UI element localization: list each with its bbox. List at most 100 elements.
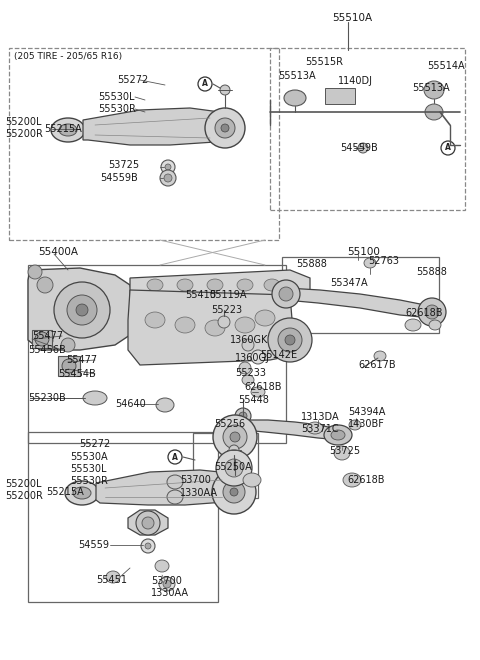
Bar [9,48,279,240]
Text: 55215A: 55215A [46,487,84,497]
Text: 1330AA: 1330AA [151,588,189,598]
Text: 55530L: 55530L [70,464,107,474]
Text: 55347A: 55347A [330,278,368,288]
Text: 1360GJ: 1360GJ [235,353,270,363]
Text: 55448: 55448 [238,395,269,405]
Text: 62618B: 62618B [244,382,281,392]
Ellipse shape [251,387,265,397]
Ellipse shape [163,580,171,588]
Polygon shape [28,268,135,350]
Text: 54559B: 54559B [100,173,138,183]
Text: 55200R: 55200R [5,129,43,139]
Text: 55119A: 55119A [209,290,247,300]
Text: 54559: 54559 [78,540,109,550]
Ellipse shape [272,280,300,308]
Ellipse shape [268,318,312,362]
Ellipse shape [307,422,323,434]
Polygon shape [96,470,235,505]
Ellipse shape [216,450,252,486]
Text: 55530A: 55530A [70,452,108,462]
Ellipse shape [334,446,350,460]
Polygon shape [285,288,432,318]
Text: A: A [445,143,451,152]
Text: 54394A: 54394A [348,407,385,417]
Ellipse shape [175,317,195,333]
Ellipse shape [242,375,254,385]
Ellipse shape [218,316,230,328]
Text: A: A [172,453,178,461]
Text: 1313DA: 1313DA [301,412,340,422]
Ellipse shape [83,391,107,405]
Text: 55888: 55888 [416,267,447,277]
Ellipse shape [331,430,345,440]
Text: 55200L: 55200L [5,479,41,489]
Text: 55200L: 55200L [5,117,41,127]
Ellipse shape [106,571,120,583]
Text: 54640: 54640 [115,399,146,409]
Text: 55230B: 55230B [28,393,66,403]
Ellipse shape [221,124,229,132]
Polygon shape [32,330,52,348]
Ellipse shape [278,328,302,352]
Ellipse shape [159,577,175,591]
Text: 55514A: 55514A [427,61,465,71]
Ellipse shape [160,170,176,186]
Text: 55215A: 55215A [44,124,82,134]
Ellipse shape [220,85,230,95]
Ellipse shape [167,475,183,489]
Ellipse shape [425,104,443,120]
Ellipse shape [145,543,151,549]
Polygon shape [58,356,80,376]
Polygon shape [130,270,310,300]
Ellipse shape [364,258,376,268]
Text: 55513A: 55513A [278,71,316,81]
Ellipse shape [67,295,97,325]
Ellipse shape [429,320,441,330]
Ellipse shape [424,81,444,99]
Text: 55200R: 55200R [5,491,43,501]
Ellipse shape [215,118,235,138]
Text: 55454B: 55454B [58,369,96,379]
Ellipse shape [237,279,253,291]
Text: 1430BF: 1430BF [348,419,385,429]
Polygon shape [128,290,295,365]
Ellipse shape [251,350,265,364]
Ellipse shape [161,160,175,174]
Text: 55513A: 55513A [412,83,450,93]
Text: 53371C: 53371C [301,424,338,434]
Ellipse shape [156,398,174,412]
Ellipse shape [418,298,446,326]
Text: 55530R: 55530R [70,476,108,486]
Bar [270,48,465,210]
Text: 53700: 53700 [180,475,211,485]
Text: 55456B: 55456B [28,345,66,355]
Ellipse shape [205,320,225,336]
Text: 55410: 55410 [185,290,216,300]
Ellipse shape [285,335,295,345]
Ellipse shape [59,124,77,136]
Text: 55142E: 55142E [260,350,297,360]
Polygon shape [83,108,225,145]
Ellipse shape [235,317,255,333]
Ellipse shape [212,470,256,514]
Ellipse shape [243,473,261,487]
Text: 55477: 55477 [32,331,63,341]
Ellipse shape [349,420,361,430]
Ellipse shape [141,539,155,553]
Text: 55530R: 55530R [98,104,136,114]
Bar [193,433,258,498]
Text: 53725: 53725 [329,446,360,456]
Text: 55477: 55477 [66,355,97,365]
Ellipse shape [164,174,172,182]
Text: 62617B: 62617B [358,360,396,370]
Polygon shape [325,88,355,104]
Ellipse shape [28,265,42,279]
Polygon shape [128,510,168,535]
Text: 55272: 55272 [117,75,148,85]
Ellipse shape [177,279,193,291]
Ellipse shape [61,338,75,352]
Text: 1330AA: 1330AA [180,488,218,498]
Ellipse shape [374,351,386,361]
Ellipse shape [155,560,169,572]
Text: 55530L: 55530L [98,92,134,102]
